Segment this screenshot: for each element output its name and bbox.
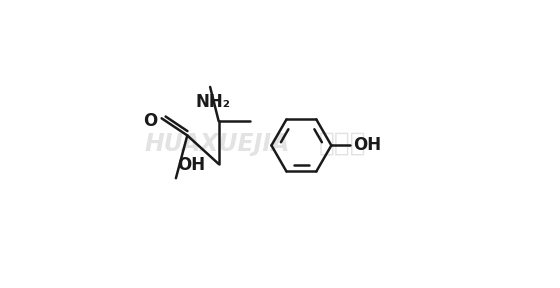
- Text: O: O: [143, 112, 157, 130]
- Text: OH: OH: [178, 156, 206, 174]
- Text: HUAXUEJIA: HUAXUEJIA: [144, 132, 290, 156]
- Text: NH₂: NH₂: [195, 93, 231, 111]
- Text: 化学加: 化学加: [319, 131, 367, 157]
- Text: OH: OH: [353, 137, 381, 154]
